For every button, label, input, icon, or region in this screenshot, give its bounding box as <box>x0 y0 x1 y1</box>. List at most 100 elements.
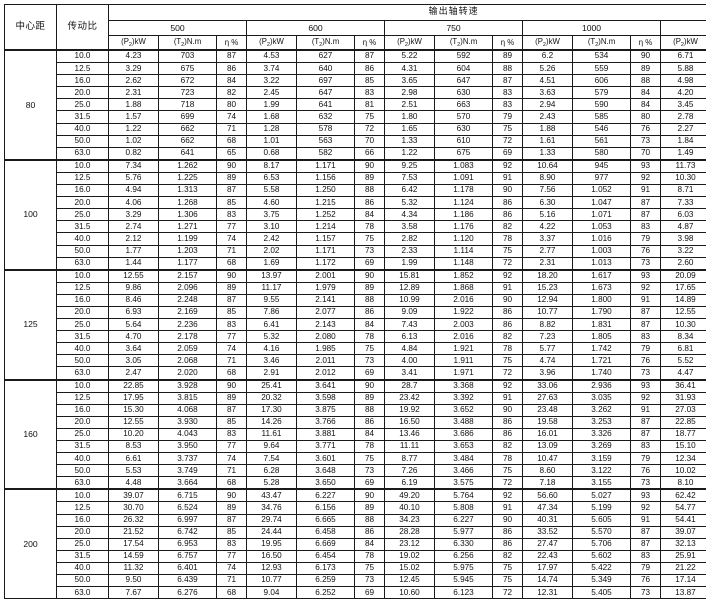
power-value: 2.45 <box>247 87 297 99</box>
power-value: 0.82 <box>109 147 159 160</box>
power-value: 8.10 <box>661 477 706 490</box>
power-value: 3.74 <box>247 63 297 75</box>
torque-value: 6.227 <box>435 514 493 526</box>
torque-value: 3.653 <box>435 441 493 453</box>
ratio-value: 25.0 <box>57 319 109 331</box>
power-value: 3.98 <box>661 233 706 245</box>
efficiency-value: 87 <box>217 185 247 197</box>
efficiency-value: 83 <box>631 221 661 233</box>
torque-value: 1.071 <box>573 209 631 221</box>
torque-value: 582 <box>297 147 355 160</box>
efficiency-value: 82 <box>217 87 247 99</box>
center-distance-160: 160 <box>5 380 57 490</box>
ratio-value: 50.0 <box>57 355 109 367</box>
efficiency-value: 73 <box>631 367 661 380</box>
efficiency-value: 72 <box>493 135 523 147</box>
power-value: 1.61 <box>523 135 573 147</box>
unit-power-1500: (P2)kW <box>661 36 706 51</box>
efficiency-value: 75 <box>493 465 523 477</box>
torque-value: 1.617 <box>573 270 631 283</box>
ratio-value: 25.0 <box>57 428 109 440</box>
power-value: 10.30 <box>661 172 706 184</box>
power-value: 30.70 <box>109 502 159 514</box>
power-value: 7.23 <box>523 331 573 343</box>
torque-value: 6.252 <box>297 587 355 599</box>
power-value: 12.55 <box>661 306 706 318</box>
power-value: 9.86 <box>109 282 159 294</box>
unit-power-750: (P2)kW <box>385 36 435 51</box>
efficiency-value: 92 <box>631 392 661 404</box>
power-value: 5.76 <box>109 172 159 184</box>
torque-value: 1.214 <box>297 221 355 233</box>
efficiency-value: 68 <box>217 135 247 147</box>
torque-value: 6.524 <box>159 502 217 514</box>
efficiency-value: 89 <box>217 502 247 514</box>
torque-value: 3.155 <box>573 477 631 490</box>
power-value: 9.09 <box>385 306 435 318</box>
torque-value: 663 <box>435 99 493 111</box>
power-value: 1.33 <box>385 135 435 147</box>
torque-value: 5.422 <box>573 562 631 574</box>
efficiency-value: 91 <box>493 172 523 184</box>
power-value: 4.34 <box>385 209 435 221</box>
torque-value: 1.178 <box>435 185 493 197</box>
torque-value: 2.077 <box>297 306 355 318</box>
power-value: 27.03 <box>661 404 706 416</box>
efficiency-value: 72 <box>493 587 523 599</box>
efficiency-value: 91 <box>493 282 523 294</box>
power-value: 6.19 <box>385 477 435 490</box>
power-value: 5.64 <box>109 319 159 331</box>
torque-value: 1.262 <box>159 160 217 173</box>
power-value: 8.60 <box>523 465 573 477</box>
speed-group-1000: 1000 <box>523 21 661 36</box>
efficiency-value: 75 <box>355 233 385 245</box>
power-value: 15.81 <box>385 270 435 283</box>
power-value: 17.14 <box>661 575 706 587</box>
efficiency-value: 90 <box>493 514 523 526</box>
gearbox-spec-table: 中心距 传动比 输出轴转速 500 600 750 1000 1500 (P2)… <box>4 4 706 599</box>
power-value: 8.46 <box>109 294 159 306</box>
power-value: 7.43 <box>385 319 435 331</box>
efficiency-value: 69 <box>355 257 385 270</box>
power-value: 31.93 <box>661 392 706 404</box>
torque-value: 3.930 <box>159 416 217 428</box>
power-value: 3.63 <box>523 87 573 99</box>
torque-value: 2.012 <box>297 367 355 380</box>
efficiency-value: 90 <box>355 489 385 502</box>
power-value: 4.74 <box>523 355 573 367</box>
power-value: 1.88 <box>109 99 159 111</box>
ratio-value: 12.5 <box>57 172 109 184</box>
ratio-value: 31.5 <box>57 111 109 123</box>
power-value: 16.01 <box>523 428 573 440</box>
efficiency-value: 79 <box>631 233 661 245</box>
torque-value: 5.349 <box>573 575 631 587</box>
efficiency-value: 83 <box>217 319 247 331</box>
efficiency-value: 87 <box>217 404 247 416</box>
power-value: 3.58 <box>385 221 435 233</box>
power-value: 12.93 <box>247 562 297 574</box>
efficiency-value: 89 <box>217 392 247 404</box>
power-value: 18.20 <box>523 270 573 283</box>
torque-value: 1.052 <box>573 185 631 197</box>
torque-value: 2.011 <box>297 355 355 367</box>
efficiency-value: 86 <box>493 428 523 440</box>
ratio-value: 40.0 <box>57 123 109 135</box>
torque-value: 1.172 <box>297 257 355 270</box>
ratio-value: 50.0 <box>57 245 109 257</box>
power-value: 4.60 <box>247 197 297 209</box>
unit-power-1000: (P2)kW <box>523 36 573 51</box>
power-value: 3.22 <box>661 245 706 257</box>
torque-value: 1.148 <box>435 257 493 270</box>
power-value: 9.55 <box>247 294 297 306</box>
torque-value: 6.401 <box>159 562 217 574</box>
power-value: 1.68 <box>247 111 297 123</box>
